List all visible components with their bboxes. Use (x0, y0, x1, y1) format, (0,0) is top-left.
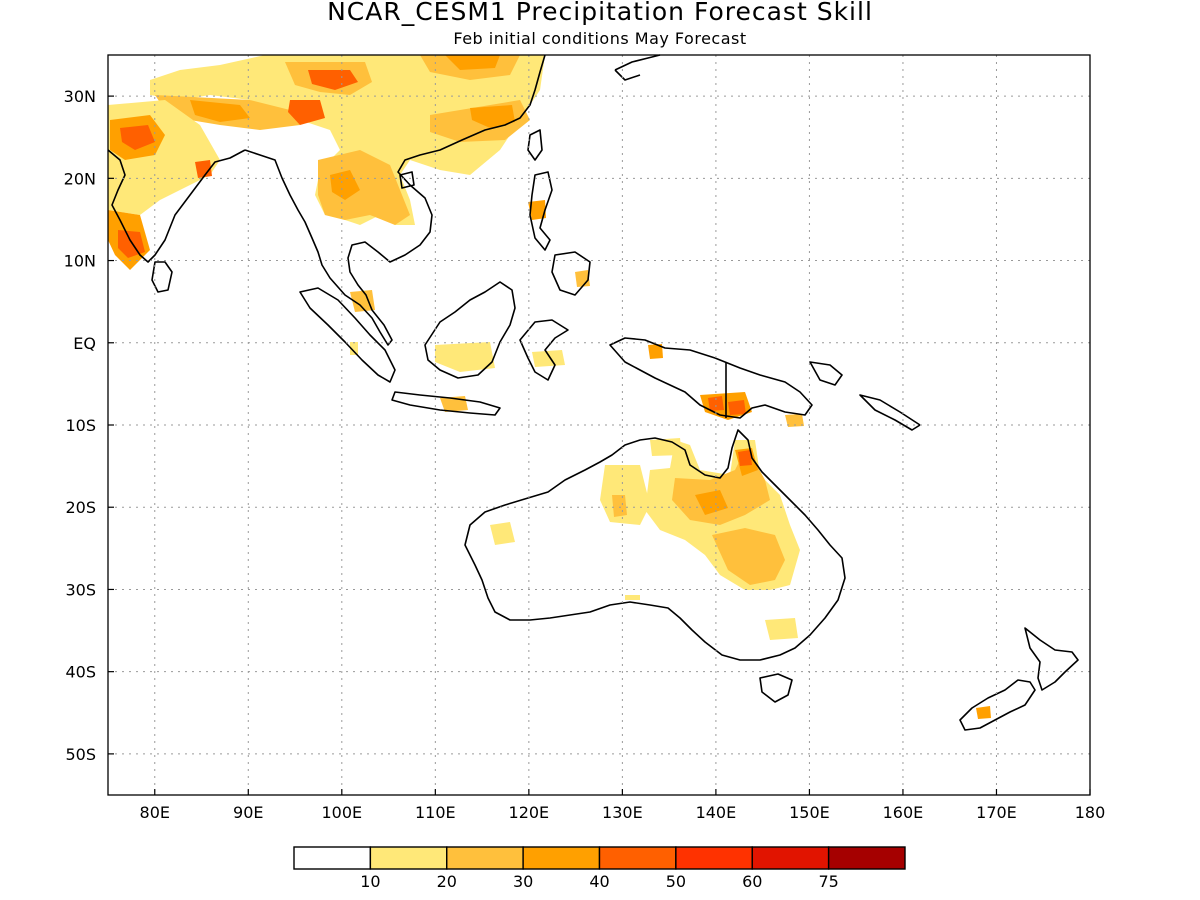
x-tick-label: 180 (1075, 803, 1106, 822)
skill-region (532, 350, 565, 367)
x-tick-label: 130E (602, 803, 643, 822)
colorbar-label: 60 (742, 872, 762, 891)
skill-region (308, 70, 358, 90)
x-tick-label: 160E (883, 803, 924, 822)
y-tick-label: 10S (65, 416, 96, 435)
coastline-srilanka (151, 261, 173, 293)
x-tick-label: 170E (976, 803, 1017, 822)
skill-region (528, 200, 546, 220)
colorbar-label: 30 (513, 872, 533, 891)
skill-shading (108, 55, 991, 719)
colorbar-swatch (751, 846, 830, 870)
coastline-sumatra (299, 287, 396, 383)
skill-region (350, 290, 375, 312)
x-tick-label: 110E (415, 803, 456, 822)
y-tick-label: 20N (64, 169, 96, 188)
y-tick-label: 20S (65, 498, 96, 517)
skill-region (195, 160, 212, 178)
colorbar-label: 75 (818, 872, 838, 891)
skill-region (625, 595, 640, 600)
skill-region (318, 150, 410, 225)
y-tick-label: 30N (64, 87, 96, 106)
x-tick-label: 140E (696, 803, 737, 822)
coastline-indochina (244, 54, 546, 346)
skill-region (738, 450, 752, 466)
coastline-newguinea (609, 337, 813, 419)
skill-region (330, 170, 360, 200)
gridlines (108, 55, 1090, 795)
skill-region (765, 618, 798, 640)
coastline-india (107, 149, 246, 263)
skill-region (288, 100, 325, 125)
x-tick-label: 80E (140, 803, 170, 822)
skill-region (190, 100, 250, 122)
skill-region (695, 490, 728, 515)
skill-region (120, 125, 155, 150)
coastline-nz-south (959, 679, 1036, 731)
coastline-nz-north (1024, 627, 1079, 691)
coastline-java (391, 391, 501, 416)
colorbar-swatch (446, 846, 524, 870)
coastline-sulawesi (519, 319, 569, 381)
colorbar-swatch (827, 846, 906, 870)
skill-region (648, 344, 663, 359)
colorbar-label: 50 (666, 872, 686, 891)
coastline-borneo (424, 281, 516, 379)
coastline-newbritain (809, 361, 843, 386)
colorbar: 10 20 30 40 50 60 75 (293, 846, 906, 891)
colorbar-label: 20 (437, 872, 457, 891)
x-tick-label: 90E (233, 803, 263, 822)
skill-region (708, 396, 724, 411)
y-tick-label: 50S (65, 745, 96, 764)
y-tick-label: 40S (65, 663, 96, 682)
colorbar-label: 40 (589, 872, 609, 891)
coastline-luzon (529, 171, 553, 251)
colorbar-swatch (293, 846, 372, 870)
skill-region (445, 55, 500, 70)
colorbar-label: 10 (360, 872, 380, 891)
skill-region (712, 528, 785, 585)
colorbar-swatch (598, 846, 677, 870)
chart-subtitle: Feb initial conditions May Forecast (453, 29, 747, 48)
y-tick-label: 30S (65, 580, 96, 599)
skill-region (612, 495, 627, 517)
y-tick-label: EQ (73, 334, 96, 353)
y-tick-label: 10N (64, 252, 96, 271)
coastline-solomons (859, 394, 921, 431)
x-tick-label: 100E (321, 803, 362, 822)
x-tick-label: 120E (509, 803, 550, 822)
skill-region (785, 414, 804, 427)
colorbar-swatch (522, 846, 601, 870)
coastline-japan (614, 54, 661, 81)
skill-region (728, 400, 746, 415)
skill-region (350, 342, 358, 355)
coastline-mindanao (551, 251, 591, 296)
chart-title: NCAR_CESM1 Precipitation Forecast Skill (327, 0, 873, 26)
skill-region (976, 706, 991, 719)
colorbar-swatch (369, 846, 448, 870)
axis-ticks: 80E 90E 100E 110E 120E 130E 140E 150E 160E 170E 18… (64, 87, 1106, 822)
skill-region (435, 342, 495, 372)
colorbar-swatch (675, 846, 753, 870)
x-tick-label: 150E (789, 803, 830, 822)
coastline-australia (464, 429, 846, 661)
skill-region (470, 105, 515, 128)
coastline-tasmania (759, 673, 793, 703)
skill-region (490, 522, 515, 545)
coastline-taiwan (527, 129, 543, 161)
coastlines (107, 54, 1079, 731)
coastline-hainan (399, 171, 415, 189)
